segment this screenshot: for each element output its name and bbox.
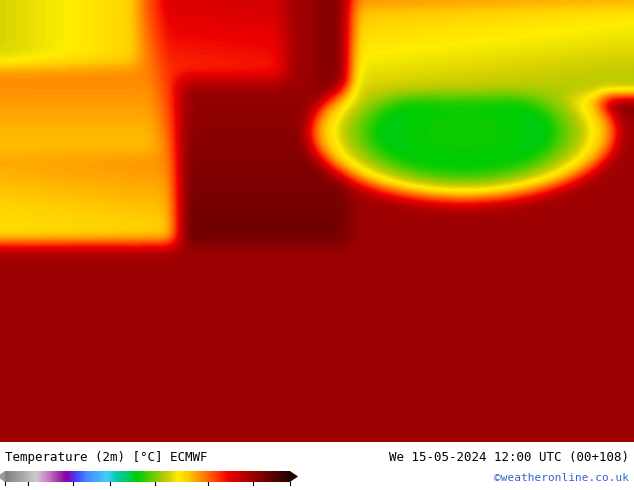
Text: Temperature (2m) [°C] ECMWF: Temperature (2m) [°C] ECMWF <box>5 451 207 464</box>
Text: ©weatheronline.co.uk: ©weatheronline.co.uk <box>494 473 629 483</box>
Bar <box>0 442 634 490</box>
Polygon shape <box>0 471 5 482</box>
Polygon shape <box>290 471 298 482</box>
Text: We 15-05-2024 12:00 UTC (00+108): We 15-05-2024 12:00 UTC (00+108) <box>389 451 629 464</box>
